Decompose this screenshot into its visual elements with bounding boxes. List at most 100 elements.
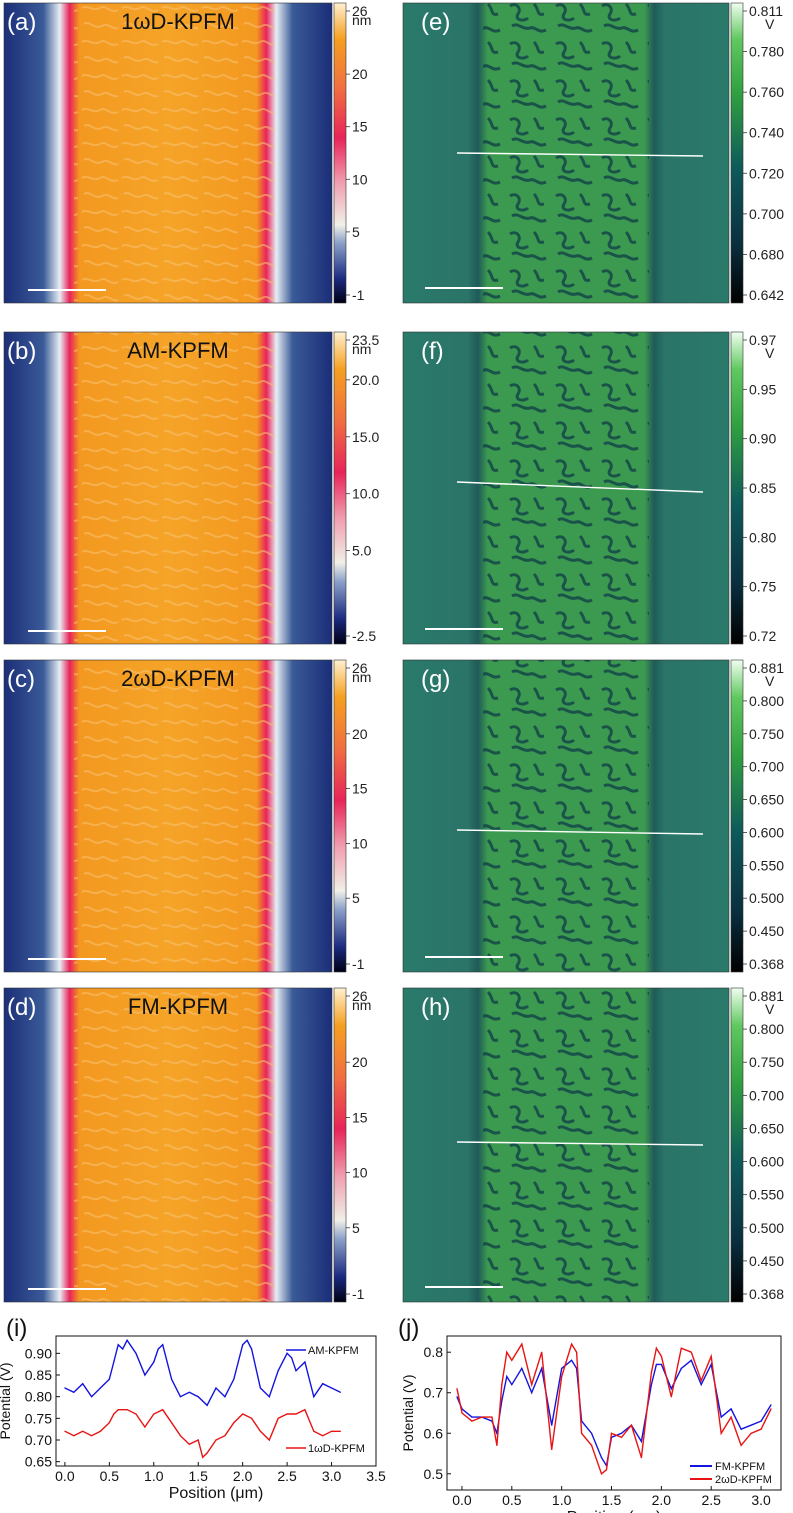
series-point: [730, 1416, 732, 1418]
series-point: [471, 1416, 473, 1418]
y-tick-label: 0.90: [25, 1345, 52, 1361]
colorbar-tick: 20: [352, 1054, 368, 1070]
y-tick-label: 0.7: [424, 1385, 444, 1401]
series-point: [295, 1413, 297, 1415]
colorbar-tick: 20: [352, 66, 368, 82]
series-point: [620, 1436, 623, 1438]
series-point: [233, 1378, 235, 1380]
colorbar-tick: 5: [352, 1220, 360, 1236]
plot-frame: [55, 1335, 377, 1467]
series-point: [313, 1396, 315, 1398]
series-point: [730, 1408, 732, 1410]
series-point: [295, 1370, 297, 1372]
series-point: [720, 1432, 722, 1434]
x-axis-label: Position (μm): [169, 1485, 264, 1502]
series-point: [521, 1367, 523, 1369]
series-point: [521, 1343, 523, 1345]
panel-label: (b): [7, 338, 36, 365]
y-tick-label: 0.75: [25, 1410, 52, 1426]
series-point: [122, 1348, 124, 1350]
series-point: [268, 1439, 270, 1441]
series-point: [188, 1391, 190, 1393]
series-point: [242, 1344, 244, 1346]
series-point: [655, 1363, 658, 1365]
series-line-1: [64, 1408, 341, 1459]
series-point: [770, 1408, 772, 1410]
series-point: [224, 1435, 226, 1437]
colorbar-tick: 0.500: [749, 890, 784, 906]
series-point: [600, 1473, 603, 1475]
series-point: [73, 1435, 75, 1437]
series-point: [511, 1384, 513, 1386]
series-point: [680, 1347, 682, 1349]
series-point: [339, 1430, 341, 1432]
series-point: [171, 1422, 173, 1424]
colorbar: [333, 2, 347, 304]
series-point: [188, 1443, 190, 1445]
series-point: [501, 1384, 503, 1386]
series-point: [206, 1452, 208, 1454]
series-point: [206, 1404, 208, 1406]
series-point: [171, 1378, 173, 1380]
colorbar-tick: 0.95: [749, 381, 776, 397]
panel-title: FM-KPFM: [128, 994, 228, 1019]
potential-panel-1: (e) 0.811 0.780 0.760 0.740 0.720 0.700 0.680 0.…: [402, 2, 784, 304]
series-point: [531, 1384, 533, 1386]
colorbar: [333, 331, 347, 645]
series-point: [531, 1392, 533, 1394]
series-point: [99, 1387, 101, 1389]
series-point: [82, 1383, 84, 1385]
series-point: [600, 1457, 603, 1459]
series-point: [660, 1355, 663, 1357]
colorbar: [730, 987, 744, 1303]
series-point: [506, 1375, 508, 1378]
series-point: [511, 1359, 513, 1361]
colorbar-tick: 0.750: [749, 726, 784, 742]
series-point: [710, 1355, 712, 1357]
series-point: [640, 1457, 643, 1459]
series-point: [108, 1378, 110, 1380]
series-point: [304, 1361, 306, 1363]
x-tick-label: 1.5: [602, 1492, 622, 1508]
colorbar-tick: 15: [352, 1109, 368, 1125]
panel-label: (c): [7, 666, 35, 693]
colorbar-tick: 23.5: [352, 332, 379, 348]
x-tick-label: 3.5: [366, 1468, 386, 1484]
colorbar-tick: -1: [352, 956, 365, 972]
x-tick-label: 2.0: [652, 1492, 672, 1508]
series-point: [99, 1430, 101, 1432]
colorbar-tick: 0.881: [749, 988, 784, 1004]
colorbar-tick: 0.450: [749, 1253, 784, 1269]
colorbar-tick: -1: [352, 1286, 365, 1302]
series-point: [277, 1417, 279, 1419]
x-tick-label: 3.0: [322, 1468, 342, 1484]
colorbar-tick: 0.368: [749, 1286, 784, 1302]
x-tick-label: 2.0: [233, 1468, 253, 1484]
colorbar-unit: V: [765, 16, 775, 32]
series-point: [571, 1343, 573, 1345]
x-tick-label: 0.5: [502, 1492, 522, 1508]
colorbar-tick: 0.90: [749, 431, 776, 447]
colorbar-unit: nm: [352, 669, 371, 685]
series-point: [456, 1396, 458, 1398]
y-axis-label: Potential (V): [400, 1374, 416, 1451]
colorbar-tick: 10.0: [352, 486, 379, 502]
y-tick-label: 0.65: [25, 1454, 52, 1470]
series-point: [456, 1388, 458, 1390]
series-point: [135, 1413, 137, 1415]
series-point: [313, 1430, 315, 1432]
series-point: [561, 1367, 563, 1369]
colorbar-tick: 0.72: [749, 628, 776, 644]
series-point: [179, 1396, 181, 1398]
series-point: [620, 1432, 623, 1434]
topography-panel-3: (c) 2ωD-KPFM 26 20 15 10 5 -1 nm: [3, 659, 371, 973]
plot-frame: [446, 1335, 782, 1491]
topography-panel-1: (a) 1ωD-KPFM 26 20 15 10 5 -1 nm: [3, 2, 371, 304]
series-point: [605, 1469, 608, 1471]
x-tick-label: 0.0: [452, 1492, 472, 1508]
colorbar: [730, 331, 744, 645]
series-point: [471, 1420, 473, 1422]
colorbar-unit: V: [765, 673, 775, 689]
series-point: [304, 1409, 306, 1411]
